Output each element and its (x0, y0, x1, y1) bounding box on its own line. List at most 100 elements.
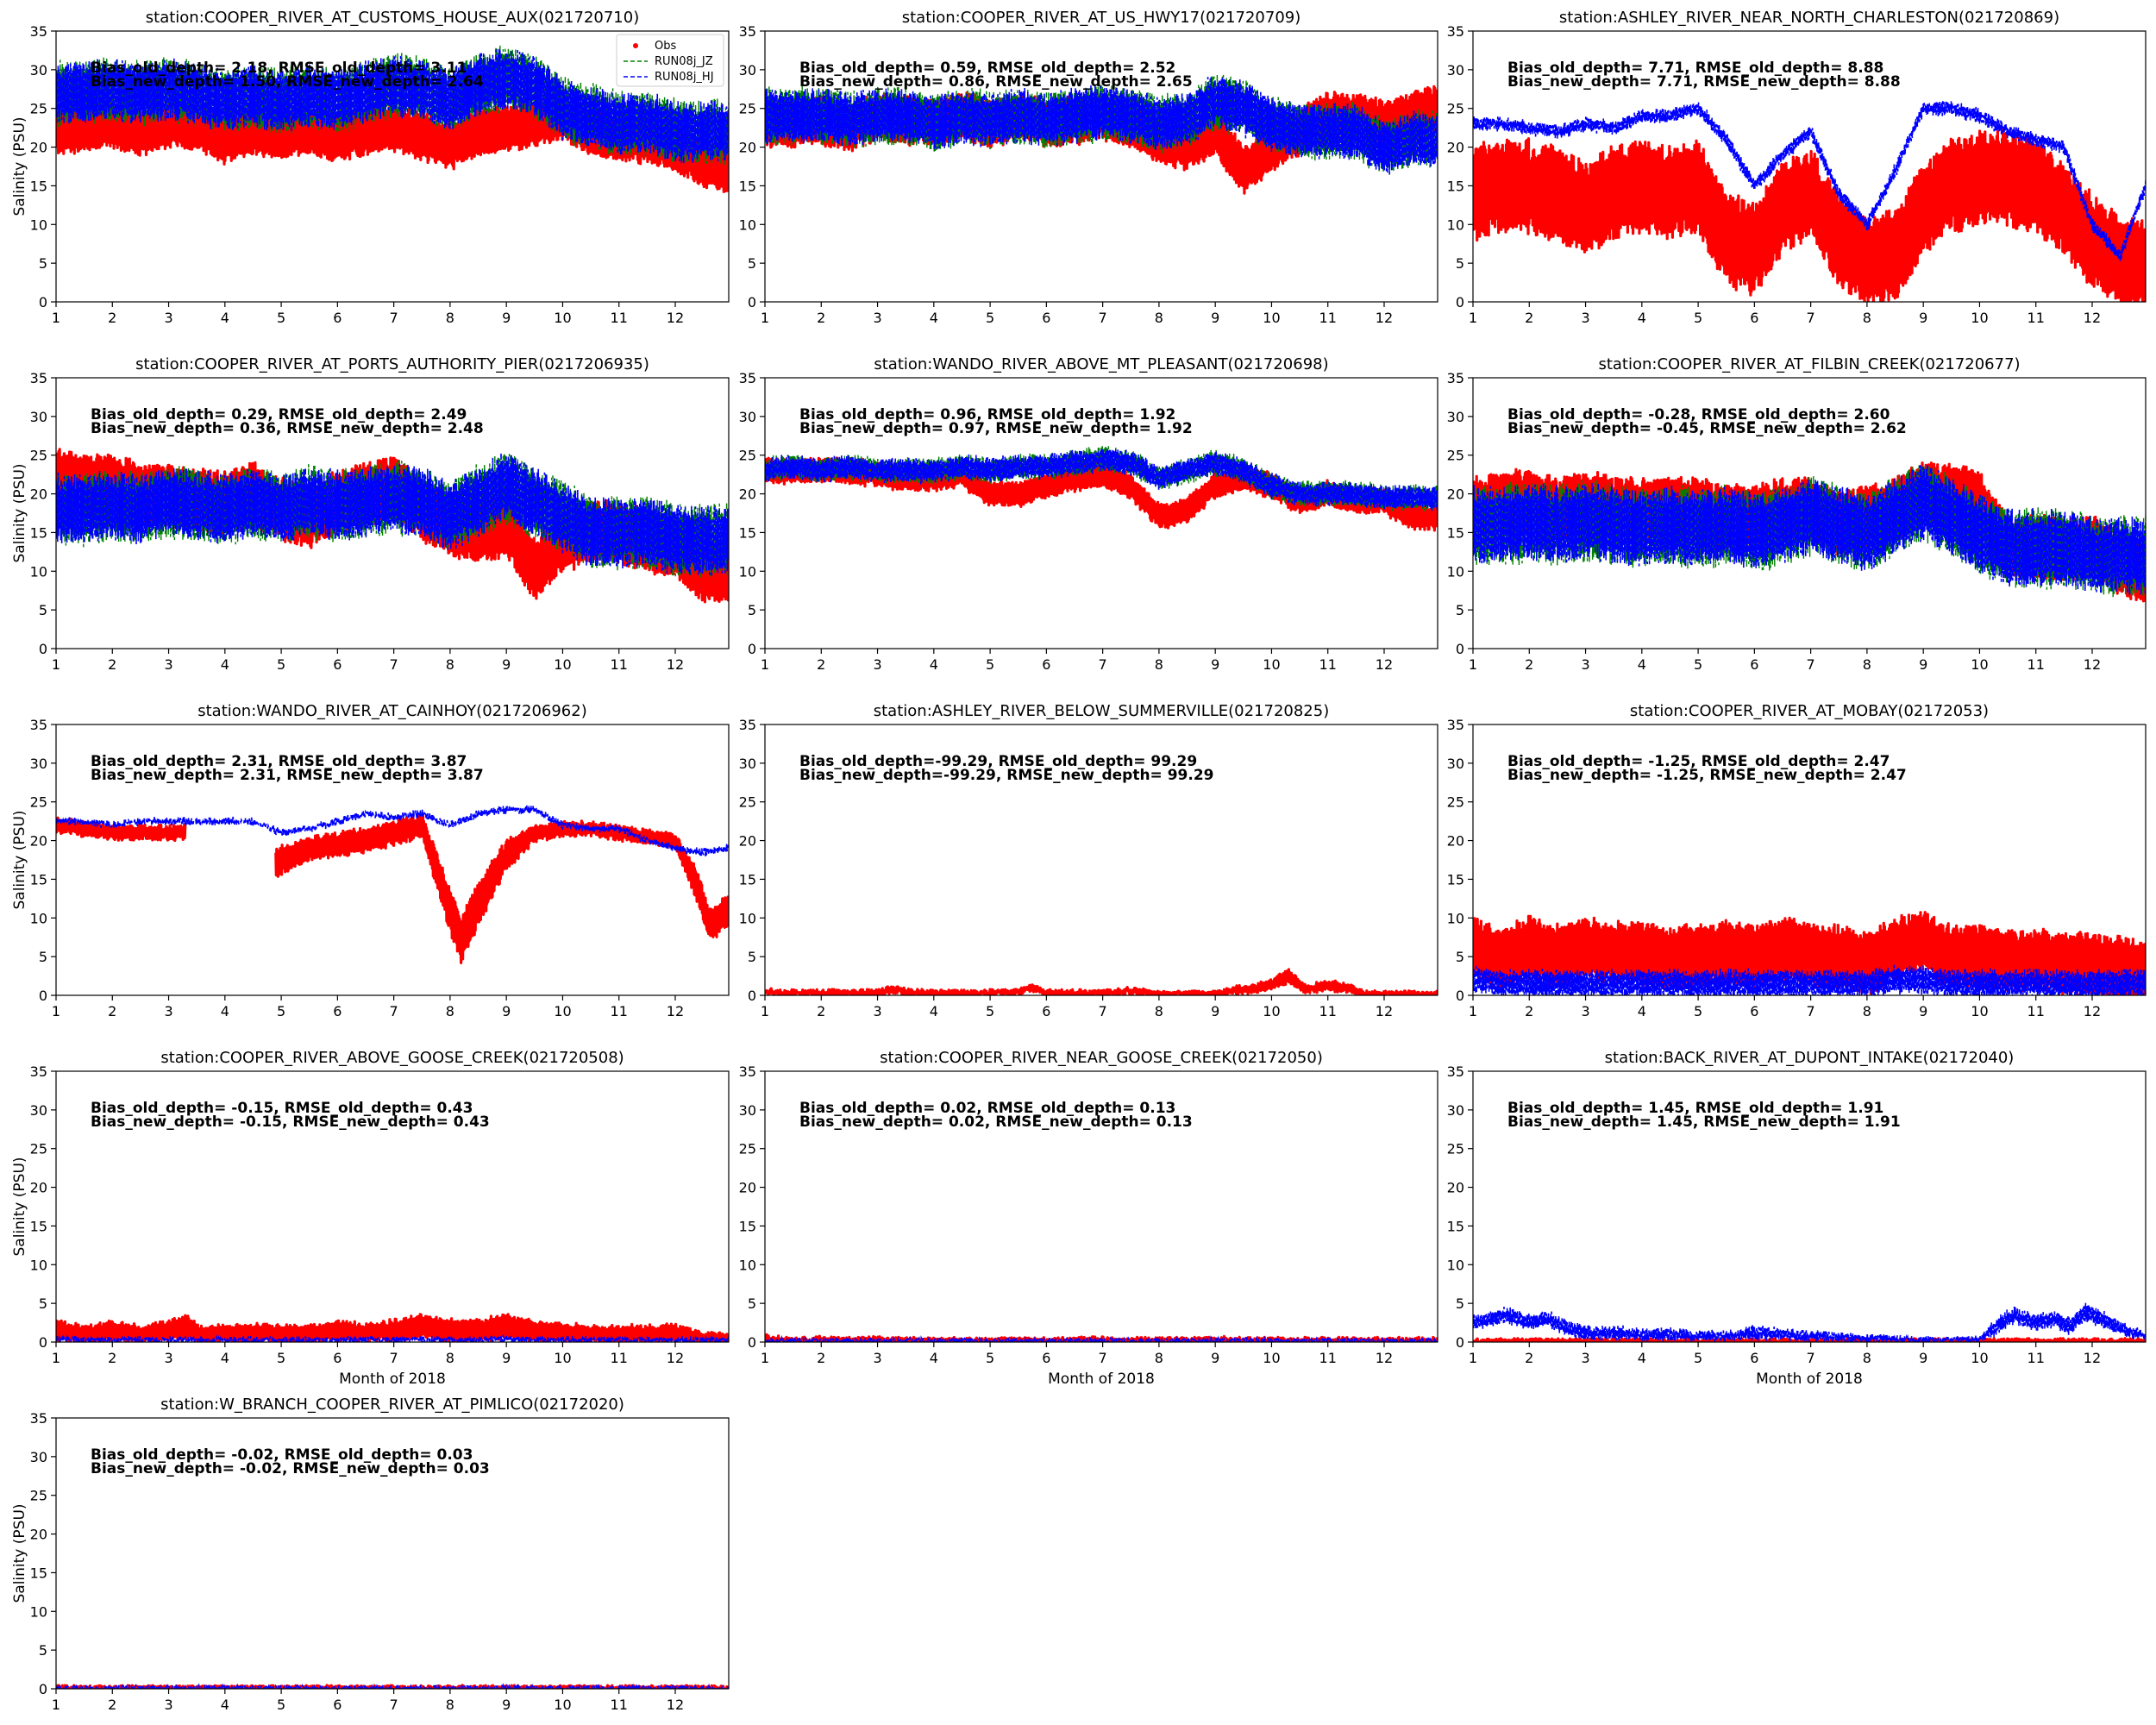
x-tick-label: 4 (221, 1350, 229, 1366)
y-tick-label: 20 (1447, 140, 1464, 156)
y-tick-label: 25 (1447, 794, 1464, 811)
y-tick-label: 0 (39, 1681, 47, 1697)
y-tick-label: 0 (748, 641, 756, 657)
y-tick-label: 25 (1447, 1141, 1464, 1157)
x-tick-label: 4 (1638, 656, 1646, 673)
y-tick-label: 25 (30, 1488, 47, 1504)
x-tick-label: 9 (502, 1697, 511, 1713)
x-tick-label: 5 (986, 1003, 994, 1019)
stats-line-2: Bias_new_depth= 1.45, RMSE_new_depth= 1.… (1507, 1113, 1901, 1131)
series-run08j-hj (1473, 464, 2146, 596)
x-tick-label: 3 (164, 1697, 172, 1713)
series-obs (765, 968, 1438, 995)
y-tick-label: 25 (30, 794, 47, 811)
x-tick-label: 2 (108, 1697, 116, 1713)
panel-title: station:COOPER_RIVER_ABOVE_GOOSE_CREEK(0… (160, 1049, 624, 1067)
x-tick-label: 5 (277, 656, 285, 673)
x-tick-label: 12 (667, 310, 684, 326)
y-axis-label: Salinity (PSU) (11, 1503, 28, 1603)
x-tick-label: 9 (502, 1350, 511, 1366)
x-tick-label: 11 (611, 1697, 628, 1713)
y-tick-label: 30 (1447, 756, 1464, 772)
stats-line-2: Bias_new_depth= -0.15, RMSE_new_depth= 0… (91, 1113, 490, 1131)
stats-line-1: Bias_old_depth= 0.29, RMSE_old_depth= 2.… (91, 406, 467, 423)
x-tick-label: 8 (1155, 1003, 1163, 1019)
y-tick-label: 25 (30, 448, 47, 464)
x-tick-label: 1 (1469, 1350, 1477, 1366)
x-tick-label: 5 (1694, 310, 1702, 326)
y-tick-label: 15 (1447, 871, 1464, 888)
y-tick-label: 25 (739, 1141, 756, 1157)
axes-frame (55, 377, 730, 649)
stats-line-1: Bias_old_depth= 7.71, RMSE_old_depth= 8.… (1507, 60, 1883, 77)
x-tick-label: 2 (1525, 1350, 1533, 1366)
series-run08j-hj (1473, 964, 2146, 995)
y-tick-label: 30 (30, 409, 47, 425)
x-tick-label: 12 (667, 656, 684, 673)
axes-frame (764, 1070, 1438, 1343)
x-tick-label: 2 (1525, 310, 1533, 326)
stats-line-2: Bias_new_depth= -0.02, RMSE_new_depth= 0… (91, 1460, 490, 1477)
x-tick-label: 5 (277, 1697, 285, 1713)
panel-title: station:W_BRANCH_COOPER_RIVER_AT_PIMLICO… (160, 1396, 624, 1414)
y-tick-label: 35 (739, 717, 756, 733)
y-tick-label: 15 (30, 871, 47, 888)
x-tick-label: 9 (502, 310, 511, 326)
y-tick-label: 15 (30, 524, 47, 541)
y-tick-label: 30 (1447, 62, 1464, 78)
y-tick-label: 25 (1447, 101, 1464, 117)
y-tick-label: 5 (1456, 602, 1464, 618)
y-tick-label: 20 (30, 1180, 47, 1196)
x-tick-label: 10 (1263, 1003, 1280, 1019)
x-tick-label: 9 (1919, 1350, 1927, 1366)
x-tick-label: 5 (277, 1003, 285, 1019)
x-tick-label: 6 (1042, 310, 1050, 326)
x-tick-label: 9 (502, 656, 511, 673)
y-tick-label: 10 (1447, 216, 1464, 233)
y-tick-label: 15 (739, 178, 756, 194)
x-tick-label: 5 (1694, 656, 1702, 673)
panel-10: station:COOPER_RIVER_ABOVE_GOOSE_CREEK(0… (11, 1049, 730, 1388)
x-tick-label: 12 (2084, 1350, 2101, 1366)
panel-13: station:W_BRANCH_COOPER_RIVER_AT_PIMLICO… (11, 1396, 730, 1713)
x-tick-label: 3 (164, 1003, 172, 1019)
axes-frame (1472, 377, 2147, 649)
y-tick-label: 30 (30, 1449, 47, 1465)
x-tick-label: 4 (930, 310, 938, 326)
y-tick-label: 5 (39, 255, 47, 272)
x-tick-label: 11 (611, 656, 628, 673)
panel-title: station:ASHLEY_RIVER_BELOW_SUMMERVILLE(0… (874, 702, 1330, 720)
y-tick-label: 15 (739, 1218, 756, 1234)
y-tick-label: 20 (739, 833, 756, 850)
y-tick-label: 15 (1447, 1218, 1464, 1234)
x-tick-label: 2 (108, 1003, 116, 1019)
x-tick-label: 6 (1750, 656, 1758, 673)
x-tick-label: 11 (611, 1003, 628, 1019)
plot-area (56, 45, 729, 193)
x-tick-label: 11 (2028, 1003, 2045, 1019)
y-tick-label: 0 (1456, 641, 1464, 657)
panel-title: station:WANDO_RIVER_ABOVE_MT_PLEASANT(02… (874, 355, 1328, 373)
y-tick-label: 35 (30, 1063, 47, 1080)
x-tick-label: 1 (761, 310, 769, 326)
y-tick-label: 35 (30, 23, 47, 40)
axes-frame (764, 724, 1438, 996)
x-tick-label: 4 (930, 1350, 938, 1366)
stats-line-2: Bias_new_depth= 0.36, RMSE_new_depth= 2.… (91, 420, 484, 437)
y-tick-label: 10 (739, 563, 756, 580)
x-tick-label: 3 (873, 1003, 881, 1019)
y-tick-label: 20 (30, 1527, 47, 1543)
plot-area (765, 446, 1438, 532)
stats-line-1: Bias_old_depth= 0.96, RMSE_old_depth= 1.… (799, 406, 1175, 423)
y-tick-label: 30 (1447, 1102, 1464, 1119)
x-tick-label: 2 (108, 656, 116, 673)
x-tick-label: 1 (52, 1697, 60, 1713)
panel-title: station:COOPER_RIVER_AT_MOBAY(02172053) (1630, 702, 1989, 720)
legend: Obs RUN08j_JZ RUN08j_HJ (616, 34, 724, 87)
y-tick-label: 10 (1447, 563, 1464, 580)
y-tick-label: 35 (30, 1410, 47, 1427)
series-obs (56, 1313, 729, 1342)
y-tick-label: 5 (39, 1642, 47, 1659)
x-tick-label: 9 (502, 1003, 511, 1019)
